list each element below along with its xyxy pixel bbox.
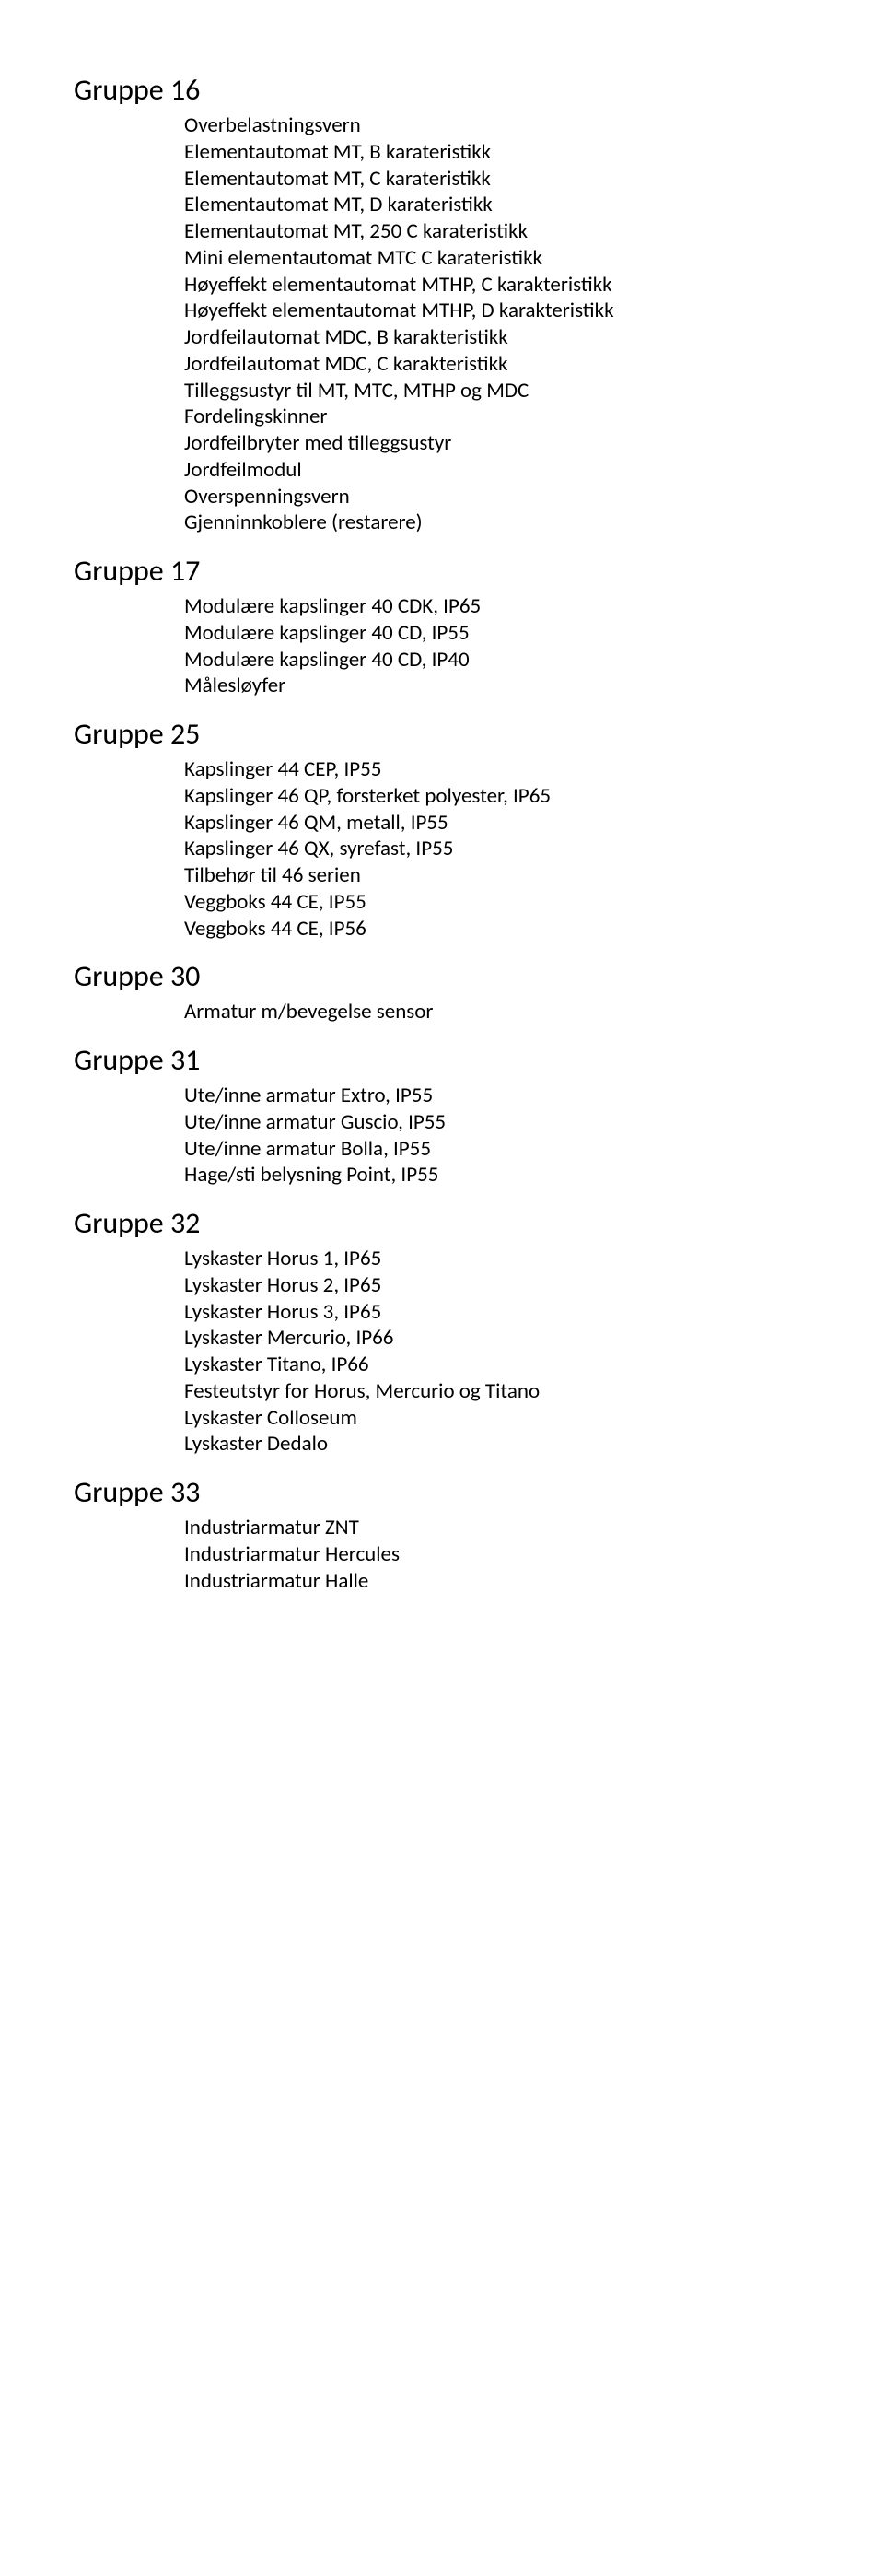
list-item: Modulære kapslinger 40 CDK, IP65 [184,593,810,620]
list-item: Tilleggsustyr til MT, MTC, MTHP og MDC [184,378,810,404]
list-item: Målesløyfer [184,673,810,699]
list-item: Kapslinger 46 QX, syrefast, IP55 [184,836,810,862]
list-item: Lyskaster Mercurio, IP66 [184,1325,810,1352]
list-item: Armatur m/bevegelse sensor [184,999,810,1025]
group-title: Gruppe 17 [74,553,810,590]
list-item: Overbelastningsvern [184,112,810,139]
list-item: Kapslinger 46 QM, metall, IP55 [184,810,810,837]
group-items: Lyskaster Horus 1, IP65Lyskaster Horus 2… [184,1246,810,1458]
list-item: Elementautomat MT, B karateristikk [184,139,810,166]
list-item: Hage/sti belysning Point, IP55 [184,1162,810,1188]
group-items: Kapslinger 44 CEP, IP55Kapslinger 46 QP,… [184,756,810,942]
group-title: Gruppe 25 [74,716,810,753]
group-items: Ute/inne armatur Extro, IP55Ute/inne arm… [184,1083,810,1188]
list-item: Jordfeilbryter med tilleggsustyr [184,430,810,457]
list-item: Ute/inne armatur Guscio, IP55 [184,1109,810,1136]
list-item: Lyskaster Horus 2, IP65 [184,1272,810,1299]
list-item: Modulære kapslinger 40 CD, IP40 [184,647,810,673]
list-item: Lyskaster Titano, IP66 [184,1352,810,1378]
list-item: Høyeffekt elementautomat MTHP, D karakte… [184,298,810,324]
list-item: Jordfeilautomat MDC, B karakteristikk [184,324,810,351]
group-items: Industriarmatur ZNTIndustriarmatur Hercu… [184,1515,810,1594]
list-item: Veggboks 44 CE, IP56 [184,916,810,943]
list-item: Lyskaster Horus 3, IP65 [184,1299,810,1326]
list-item: Kapslinger 46 QP, forsterket polyester, … [184,783,810,810]
list-item: Elementautomat MT, C karateristikk [184,166,810,193]
list-item: Industriarmatur Halle [184,1568,810,1595]
group-title: Gruppe 16 [74,72,810,109]
group-title: Gruppe 30 [74,958,810,995]
list-item: Lyskaster Horus 1, IP65 [184,1246,810,1272]
list-item: Elementautomat MT, D karateristikk [184,192,810,218]
list-item: Veggboks 44 CE, IP55 [184,889,810,916]
list-item: Industriarmatur ZNT [184,1515,810,1541]
group-title: Gruppe 33 [74,1474,810,1511]
list-item: Tilbehør til 46 serien [184,862,810,889]
list-item: Fordelingskinner [184,404,810,430]
list-item: Elementautomat MT, 250 C karateristikk [184,218,810,245]
list-item: Mini elementautomat MTC C karateristikk [184,245,810,272]
list-item: Høyeffekt elementautomat MTHP, C karakte… [184,272,810,299]
list-item: Industriarmatur Hercules [184,1541,810,1568]
list-item: Jordfeilautomat MDC, C karakteristikk [184,351,810,378]
list-item: Kapslinger 44 CEP, IP55 [184,756,810,783]
list-item: Modulære kapslinger 40 CD, IP55 [184,620,810,647]
group-items: OverbelastningsvernElementautomat MT, B … [184,112,810,536]
group-title: Gruppe 32 [74,1205,810,1242]
list-item: Ute/inne armatur Bolla, IP55 [184,1136,810,1163]
group-items: Modulære kapslinger 40 CDK, IP65Modulære… [184,593,810,699]
list-item: Lyskaster Dedalo [184,1431,810,1458]
list-item: Gjenninnkoblere (restarere) [184,509,810,536]
list-item: Festeutstyr for Horus, Mercurio og Titan… [184,1378,810,1405]
list-item: Ute/inne armatur Extro, IP55 [184,1083,810,1109]
list-item: Overspenningsvern [184,484,810,510]
document: Gruppe 16OverbelastningsvernElementautom… [74,72,810,1594]
list-item: Lyskaster Colloseum [184,1405,810,1432]
group-title: Gruppe 31 [74,1042,810,1079]
group-items: Armatur m/bevegelse sensor [184,999,810,1025]
list-item: Jordfeilmodul [184,457,810,484]
